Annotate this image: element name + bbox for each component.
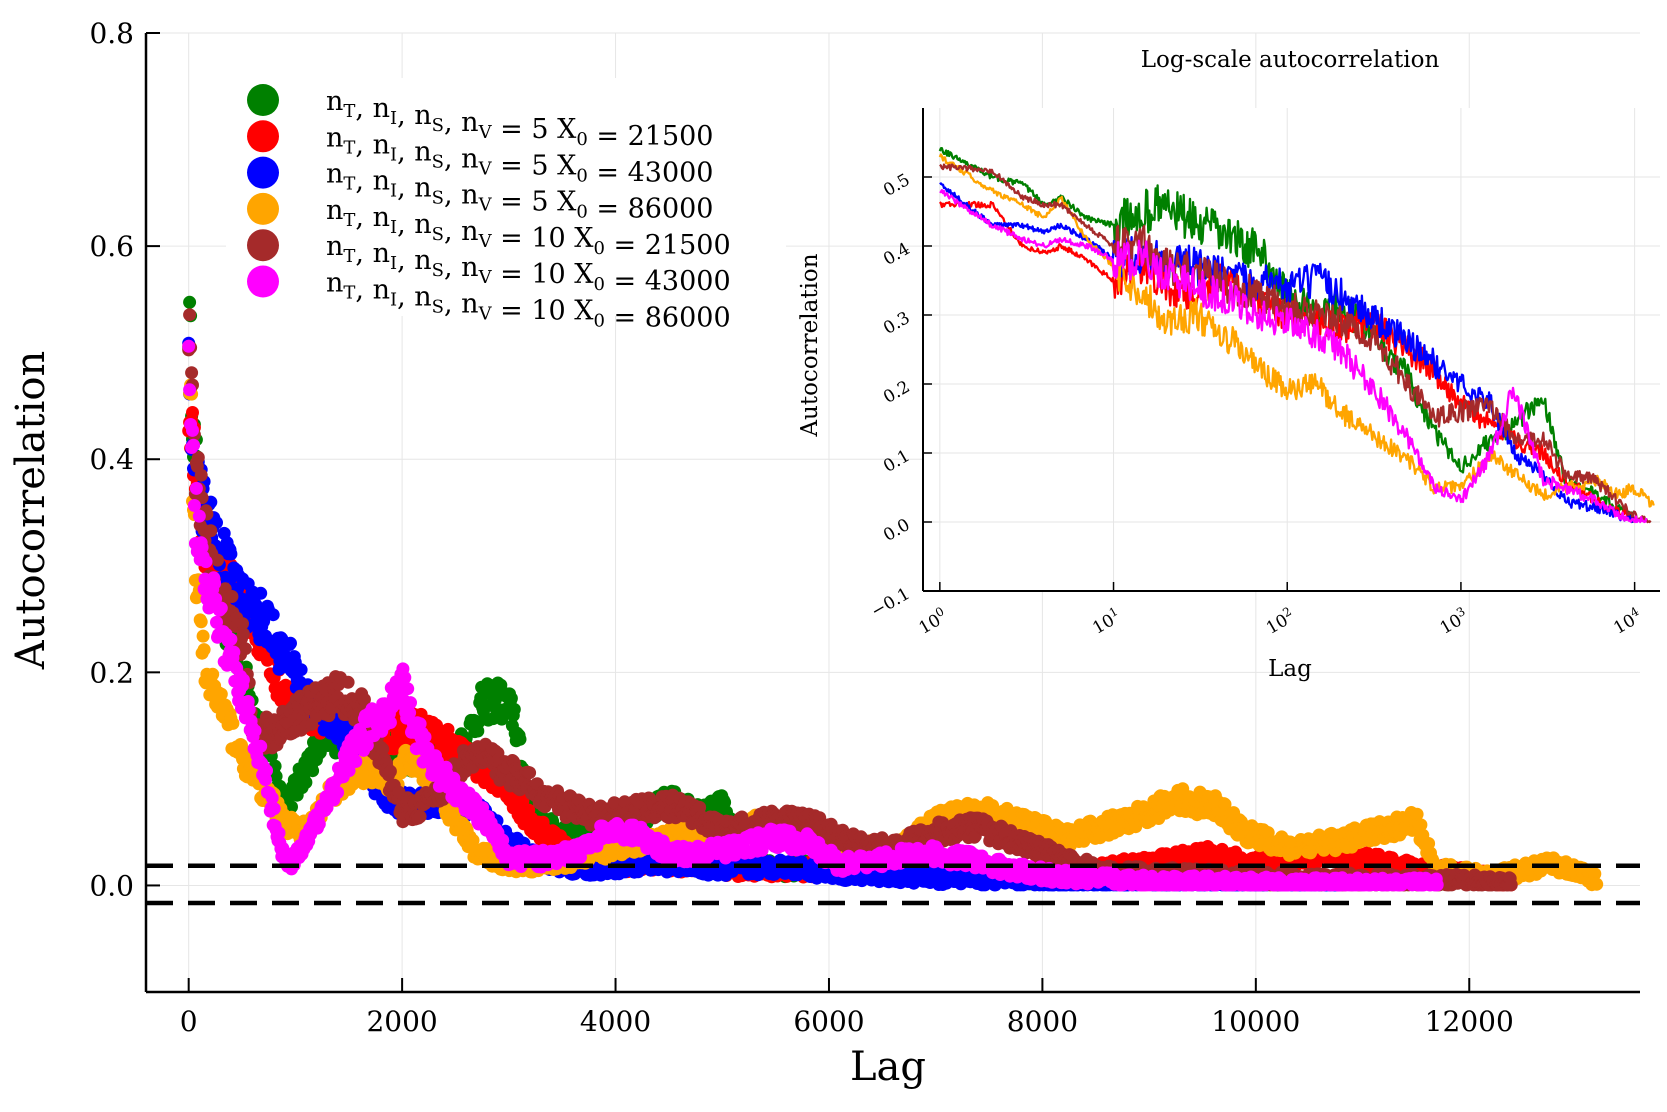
- data-point: [226, 716, 240, 730]
- data-point: [194, 615, 208, 629]
- data-point: [513, 732, 527, 746]
- data-point: [504, 691, 518, 705]
- data-point: [211, 553, 224, 567]
- data-point: [224, 547, 238, 561]
- data-point: [183, 295, 197, 309]
- data-point: [206, 667, 220, 681]
- main-plot: Lag Autocorrelation 0 2000 4000 6000 8000 100…: [8, 17, 1640, 1090]
- data-point: [194, 468, 208, 482]
- data-point: [507, 702, 521, 716]
- data-point: [257, 614, 271, 628]
- data-point: [294, 663, 308, 677]
- data-point: [214, 687, 228, 701]
- data-point: [254, 586, 268, 600]
- data-point: [441, 722, 455, 736]
- data-point: [1590, 877, 1604, 891]
- data-point: [284, 636, 297, 650]
- data-point: [204, 524, 218, 538]
- data-point: [185, 366, 199, 380]
- data-point: [306, 764, 320, 778]
- data-point: [196, 629, 210, 643]
- data-point: [266, 608, 280, 622]
- data-point: [299, 775, 313, 789]
- data-point: [183, 308, 197, 322]
- data-point: [186, 406, 199, 419]
- data-point: [197, 643, 211, 657]
- data-point: [249, 598, 263, 612]
- data-point: [269, 769, 283, 783]
